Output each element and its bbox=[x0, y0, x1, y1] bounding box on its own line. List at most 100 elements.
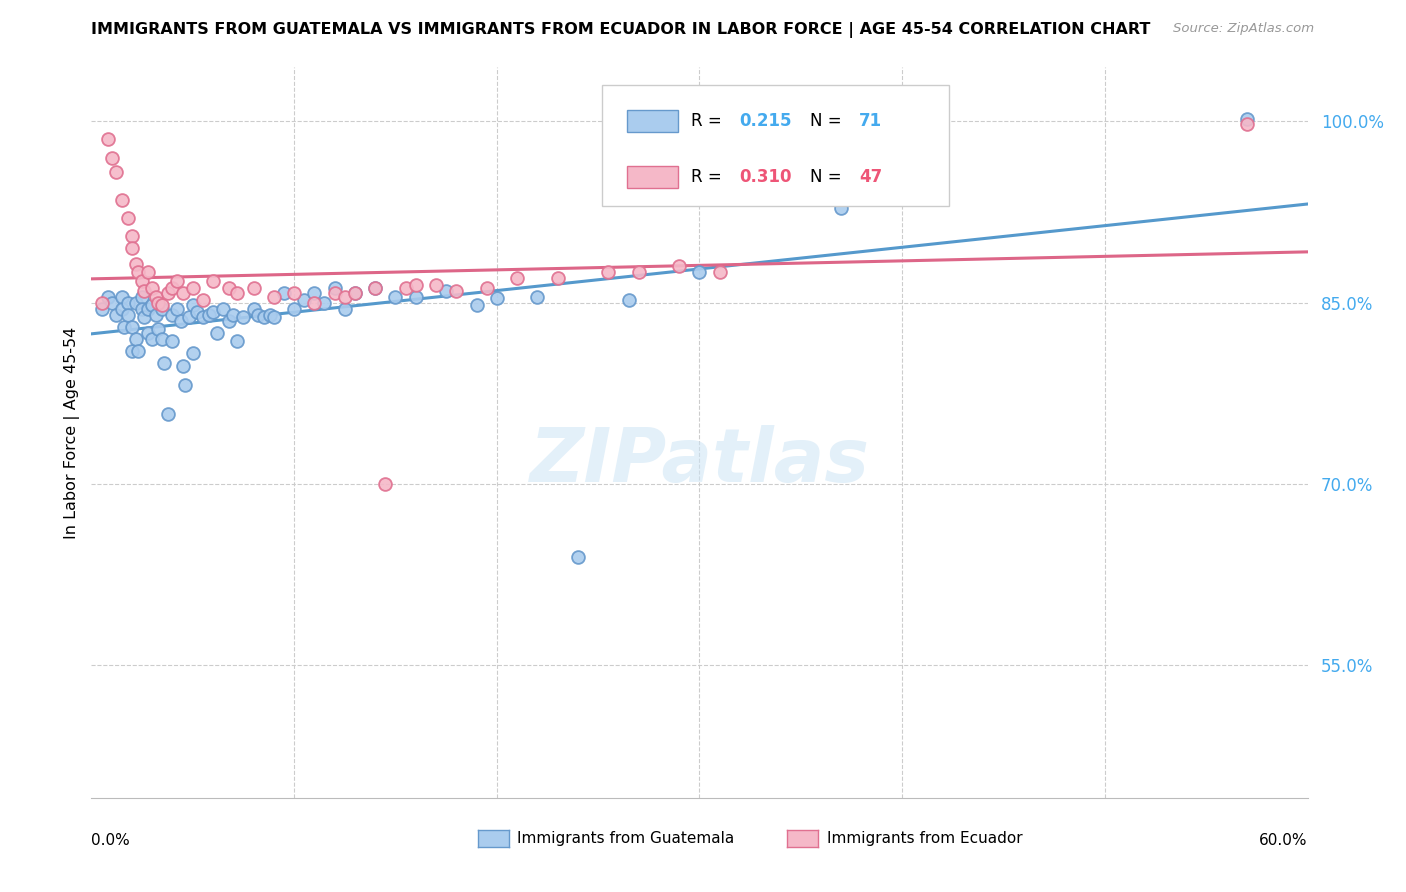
Point bbox=[117, 295, 139, 310]
Point bbox=[283, 285, 305, 300]
Point bbox=[246, 308, 269, 322]
Point bbox=[100, 295, 122, 310]
Point bbox=[263, 290, 285, 304]
Text: ZIPatlas: ZIPatlas bbox=[530, 425, 869, 499]
Point bbox=[364, 281, 387, 295]
Point bbox=[150, 301, 173, 316]
Point bbox=[226, 334, 249, 349]
Point bbox=[136, 326, 159, 340]
Point bbox=[162, 334, 184, 349]
Point bbox=[111, 301, 134, 316]
Point bbox=[172, 359, 194, 373]
Text: 0.215: 0.215 bbox=[740, 112, 792, 129]
Point bbox=[425, 277, 447, 292]
Point bbox=[117, 211, 139, 225]
Point bbox=[304, 295, 326, 310]
Point bbox=[166, 301, 188, 316]
Point bbox=[526, 290, 548, 304]
Point bbox=[830, 202, 852, 216]
Point bbox=[333, 290, 356, 304]
Point bbox=[434, 284, 457, 298]
Point bbox=[131, 290, 153, 304]
Text: N =: N = bbox=[810, 112, 846, 129]
Point bbox=[323, 281, 346, 295]
Point bbox=[169, 314, 191, 328]
Point bbox=[304, 285, 326, 300]
Point bbox=[212, 301, 235, 316]
Point bbox=[117, 308, 139, 322]
Point bbox=[202, 305, 225, 319]
Text: R =: R = bbox=[690, 112, 727, 129]
Point bbox=[688, 265, 710, 279]
Point bbox=[205, 326, 228, 340]
Point bbox=[263, 310, 285, 325]
Text: Immigrants from Ecuador: Immigrants from Ecuador bbox=[827, 831, 1022, 846]
Point bbox=[90, 301, 112, 316]
FancyBboxPatch shape bbox=[627, 110, 678, 131]
Point bbox=[222, 308, 245, 322]
Text: IMMIGRANTS FROM GUATEMALA VS IMMIGRANTS FROM ECUADOR IN LABOR FORCE | AGE 45-54 : IMMIGRANTS FROM GUATEMALA VS IMMIGRANTS … bbox=[91, 22, 1150, 38]
Point bbox=[145, 290, 167, 304]
Point bbox=[617, 293, 640, 308]
Point bbox=[567, 549, 589, 564]
Point bbox=[709, 265, 731, 279]
Text: 60.0%: 60.0% bbox=[1260, 833, 1308, 848]
Point bbox=[218, 281, 240, 295]
Point bbox=[141, 332, 163, 346]
Point bbox=[202, 274, 225, 288]
Text: N =: N = bbox=[810, 169, 846, 186]
Point bbox=[111, 290, 134, 304]
Point bbox=[242, 301, 264, 316]
Point bbox=[1236, 117, 1258, 131]
Point bbox=[198, 308, 221, 322]
Point bbox=[314, 295, 336, 310]
Point bbox=[253, 310, 276, 325]
Point bbox=[405, 277, 427, 292]
Point bbox=[121, 344, 143, 359]
Point bbox=[162, 281, 184, 295]
Text: 0.310: 0.310 bbox=[740, 169, 792, 186]
Point bbox=[148, 295, 170, 310]
Point bbox=[153, 356, 176, 370]
Point bbox=[181, 346, 204, 360]
Point bbox=[145, 308, 167, 322]
Point bbox=[343, 285, 366, 300]
Point bbox=[125, 257, 148, 271]
Point bbox=[121, 229, 143, 244]
Point bbox=[627, 265, 650, 279]
Point bbox=[475, 281, 498, 295]
Point bbox=[177, 310, 200, 325]
Point bbox=[97, 290, 120, 304]
Point bbox=[162, 308, 184, 322]
Point bbox=[112, 319, 135, 334]
Point bbox=[394, 281, 416, 295]
Text: 0.0%: 0.0% bbox=[91, 833, 131, 848]
Point bbox=[150, 298, 173, 312]
Point bbox=[465, 298, 488, 312]
Point bbox=[242, 281, 264, 295]
Point bbox=[218, 314, 240, 328]
Point bbox=[186, 305, 208, 319]
Point bbox=[104, 308, 127, 322]
Point bbox=[136, 265, 159, 279]
Point bbox=[444, 284, 467, 298]
Point bbox=[506, 271, 529, 285]
Point bbox=[598, 265, 620, 279]
Point bbox=[226, 285, 249, 300]
Point bbox=[121, 241, 143, 255]
Point bbox=[374, 477, 396, 491]
Point bbox=[111, 193, 134, 207]
Point bbox=[131, 301, 153, 316]
Point bbox=[181, 281, 204, 295]
Point bbox=[141, 281, 163, 295]
Point bbox=[485, 291, 508, 305]
FancyBboxPatch shape bbox=[602, 86, 949, 206]
Point bbox=[364, 281, 387, 295]
Point bbox=[292, 293, 315, 308]
Point bbox=[125, 332, 148, 346]
Point bbox=[273, 285, 295, 300]
Point bbox=[127, 344, 149, 359]
Point bbox=[90, 295, 112, 310]
Point bbox=[127, 265, 149, 279]
Point bbox=[232, 310, 254, 325]
